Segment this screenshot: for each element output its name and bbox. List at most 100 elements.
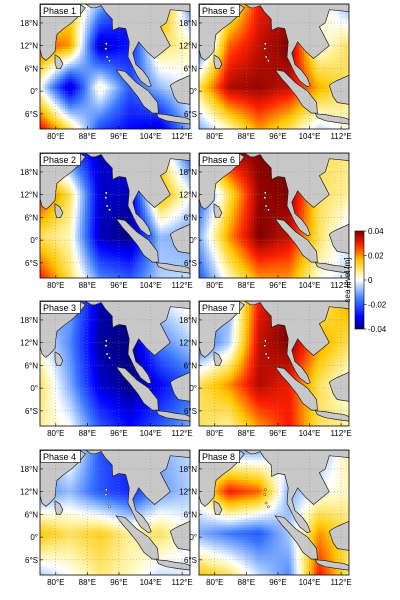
- sea-level-cell: [112, 49, 116, 52]
- sea-level-cell: [102, 51, 106, 55]
- sea-level-cell: [185, 178, 188, 181]
- sea-level-cell: [87, 24, 91, 27]
- sea-level-cell: [92, 158, 96, 161]
- sea-level-cell: [97, 111, 101, 115]
- sea-level-cell: [122, 185, 126, 189]
- sea-level-cell: [75, 34, 78, 37]
- sea-level-cell: [152, 79, 156, 82]
- sea-level-cell: [147, 89, 151, 92]
- sea-level-cell: [115, 81, 118, 85]
- sea-level-cell: [185, 198, 188, 201]
- sea-level-cell: [115, 193, 118, 196]
- sea-level-cell: [142, 198, 146, 201]
- sea-level-cell: [115, 96, 118, 100]
- sea-level-cell: [155, 61, 158, 65]
- sea-level-cell: [160, 213, 163, 216]
- sea-level-cell: [140, 116, 143, 120]
- sea-level-cell: [180, 49, 183, 52]
- sea-level-cell: [95, 39, 98, 42]
- land-mask: [115, 69, 159, 114]
- sea-level-cell: [67, 76, 71, 80]
- sea-level-cell: [137, 121, 141, 125]
- sea-level-cell: [87, 44, 91, 47]
- sea-level-cell: [87, 155, 91, 159]
- sea-level-cell: [172, 225, 176, 229]
- sea-level-cell: [67, 193, 71, 196]
- sea-level-cell: [160, 104, 163, 107]
- sea-level-cell: [82, 26, 86, 30]
- sea-level-cell: [87, 220, 91, 224]
- sea-level-cell: [140, 81, 143, 85]
- sea-level-cell: [80, 104, 83, 107]
- sea-level-cell: [137, 104, 141, 107]
- sea-level-cell: [165, 230, 168, 234]
- sea-level-cell: [97, 124, 101, 127]
- sea-level-cell: [140, 215, 143, 219]
- sea-level-cell: [127, 89, 131, 92]
- sea-level-cell: [75, 59, 78, 62]
- sea-level-cell: [110, 116, 113, 120]
- sea-level-cell: [107, 170, 111, 174]
- sea-level-cell: [180, 173, 183, 176]
- sea-level-cell: [172, 31, 176, 35]
- sea-level-cell: [160, 64, 163, 67]
- sea-level-cell: [162, 81, 166, 85]
- sea-level-cell: [162, 84, 166, 87]
- sea-level-cell: [140, 111, 143, 115]
- sea-level-cell: [107, 16, 111, 20]
- sea-level-cell: [150, 215, 153, 219]
- sea-level-cell: [107, 24, 111, 27]
- sea-level-cell: [107, 114, 111, 117]
- sea-level-cell: [165, 71, 168, 75]
- sea-level-cell: [140, 198, 143, 201]
- sea-level-cell: [67, 94, 71, 97]
- sea-level-cell: [40, 119, 43, 122]
- sea-level-cell: [110, 71, 113, 75]
- sea-level-cell: [177, 64, 181, 67]
- sea-level-cell: [82, 51, 86, 55]
- sea-level-cell: [120, 180, 123, 184]
- land-mask: [84, 4, 190, 87]
- sea-level-cell: [187, 114, 190, 117]
- sea-level-cell: [165, 210, 168, 214]
- sea-level-cell: [80, 198, 83, 201]
- sea-level-cell: [132, 218, 136, 221]
- sea-level-cell: [100, 193, 103, 196]
- sea-level-cell: [95, 170, 98, 174]
- sea-level-cell: [142, 210, 146, 214]
- sea-level-cell: [80, 36, 83, 40]
- sea-level-cell: [62, 46, 66, 50]
- sea-level-cell: [127, 64, 131, 67]
- sea-level-cell: [175, 173, 178, 176]
- sea-level-cell: [187, 218, 190, 221]
- sea-level-cell: [42, 218, 46, 221]
- sea-level-cell: [140, 205, 143, 209]
- sea-level-cell: [62, 183, 66, 186]
- sea-level-cell: [165, 124, 168, 127]
- sea-level-cell: [172, 26, 176, 30]
- sea-level-cell: [82, 158, 86, 161]
- sea-level-cell: [47, 106, 51, 110]
- sea-level-cell: [155, 218, 158, 221]
- sea-level-cell: [42, 225, 46, 229]
- sea-level-cell: [137, 51, 141, 55]
- sea-level-cell: [185, 61, 188, 65]
- sea-level-cell: [122, 210, 126, 214]
- sea-level-cell: [92, 36, 96, 40]
- sea-level-cell: [100, 215, 103, 219]
- sea-level-cell: [177, 193, 181, 196]
- sea-level-cell: [112, 91, 116, 95]
- sea-level-cell: [115, 31, 118, 35]
- sea-level-cell: [90, 19, 93, 22]
- sea-level-cell: [55, 225, 58, 229]
- sea-level-cell: [85, 94, 88, 97]
- sea-level-cell: [130, 101, 133, 105]
- sea-level-cell: [85, 16, 88, 20]
- sea-level-cell: [70, 76, 73, 80]
- sea-level-cell: [110, 195, 113, 199]
- sea-level-cell: [75, 24, 78, 27]
- sea-level-cell: [120, 228, 123, 231]
- sea-level-cell: [167, 168, 171, 171]
- sea-level-cell: [82, 16, 86, 20]
- sea-level-cell: [165, 215, 168, 219]
